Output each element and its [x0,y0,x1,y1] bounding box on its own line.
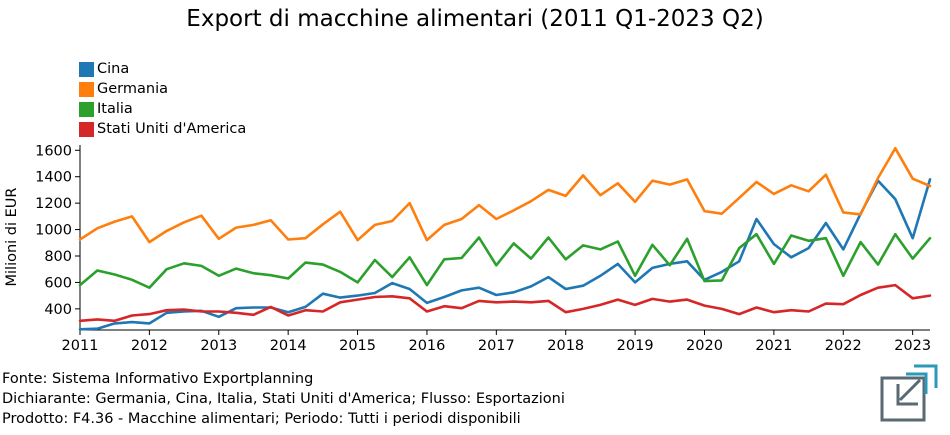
line-chart: 400 600 800 1000 1200 1400 1600 2011 2012 2013 201… [4,143,932,354]
legend-item-germania: Germania [79,79,246,99]
y-tick-label: 400 [44,302,72,318]
y-tick-label: 1200 [35,196,72,212]
y-tick-label: 600 [44,275,72,291]
legend-label-italia: Italia [97,101,133,117]
legend-item-stati-uniti: Stati Uniti d'America [79,119,246,139]
x-tick-label: 2017 [478,338,515,354]
chart-footer: Fonte: Sistema Informativo Exportplannin… [2,369,565,429]
series-line-italia [78,232,932,290]
chart-legend: Cina Germania Italia Stati Uniti d'Ameri… [79,59,246,139]
x-tick-label: 2011 [62,338,99,354]
chart-axes: 400 600 800 1000 1200 1400 1600 2011 2012 2013 201… [35,143,931,354]
legend-swatch-italia [79,101,94,117]
legend-label-cina: Cina [97,61,130,77]
legend-swatch-cina [79,61,94,77]
legend-label-stati-uniti: Stati Uniti d'America [97,121,247,137]
legend-item-cina: Cina [79,59,246,79]
series-line-germania [78,147,932,244]
x-tick-label: 2018 [547,338,584,354]
x-tick-label: 2016 [408,338,445,354]
footer-source: Fonte: Sistema Informativo Exportplannin… [2,371,314,387]
footer-product: Prodotto: F4.36 - Macchine alimentari; P… [2,411,521,427]
series-line-cina [78,178,932,331]
x-tick-label: 2020 [686,338,723,354]
x-tick-label: 2022 [825,338,862,354]
x-tick-label: 2015 [339,338,376,354]
legend-item-italia: Italia [79,99,246,119]
y-tick-label: 1600 [35,143,72,159]
x-tick-label: 2014 [270,338,307,354]
legend-swatch-stati-uniti [79,121,94,137]
exportplanning-logo-icon [880,364,938,422]
legend-label-germania: Germania [97,81,168,97]
y-axis-label: Milioni di EUR [4,188,20,287]
x-tick-label: 2023 [894,338,931,354]
series-line-stati-uniti-d-america [78,283,932,323]
x-tick-label: 2012 [131,338,168,354]
chart-title: Export di macchine alimentari (2011 Q1-2… [186,6,764,32]
chart-series-lines [78,147,932,331]
y-tick-label: 800 [44,249,72,265]
legend-swatch-germania [79,81,94,97]
x-tick-label: 2021 [755,338,792,354]
y-tick-label: 1400 [35,170,72,186]
x-tick-label: 2013 [200,338,237,354]
y-tick-label: 1000 [35,223,72,239]
footer-declarant: Dichiarante: Germania, Cina, Italia, Sta… [2,391,565,407]
x-tick-label: 2019 [617,338,654,354]
